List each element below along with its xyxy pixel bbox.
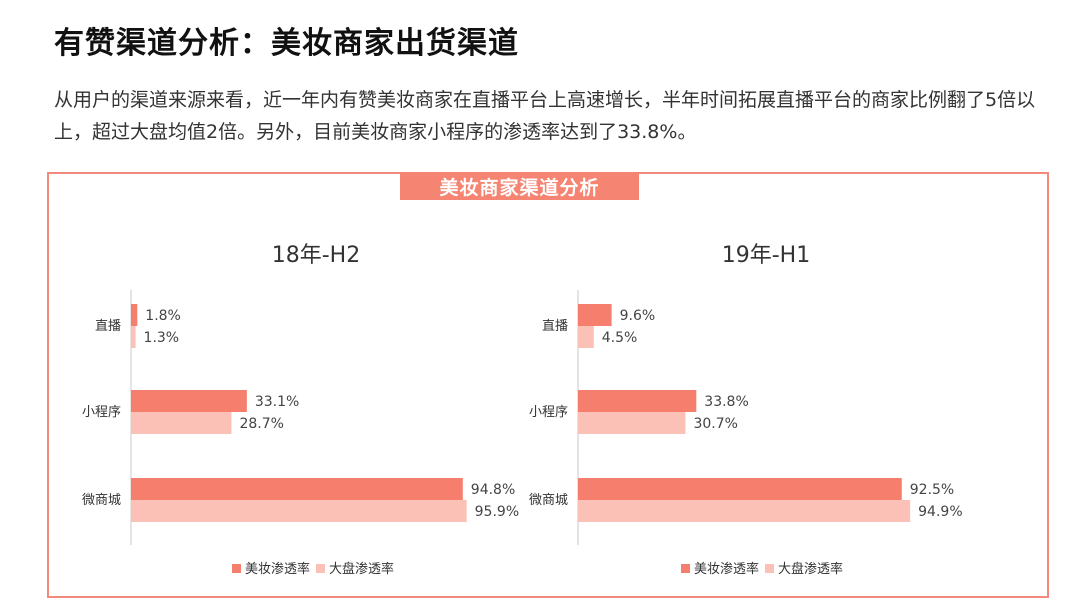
bar-secondary xyxy=(578,326,594,348)
legend-swatch xyxy=(765,564,774,573)
chart-title: 18年-H2 xyxy=(272,243,360,268)
bar-primary xyxy=(131,478,463,500)
data-label: 4.5% xyxy=(602,330,638,346)
category-label: 直播 xyxy=(542,319,568,334)
data-label: 92.5% xyxy=(910,482,954,498)
data-label: 33.1% xyxy=(255,394,299,410)
category-label: 微商城 xyxy=(529,493,568,508)
bar-primary xyxy=(131,390,247,412)
legend-swatch xyxy=(316,564,325,573)
data-label: 9.6% xyxy=(620,308,656,324)
legend-label: 大盘渗透率 xyxy=(778,561,843,577)
legend-label: 美妆渗透率 xyxy=(694,561,759,577)
category-label: 直播 xyxy=(95,319,121,334)
chart-title: 19年-H1 xyxy=(722,243,810,268)
bar-primary xyxy=(131,304,138,326)
category-label: 小程序 xyxy=(529,405,568,420)
legend-label: 大盘渗透率 xyxy=(329,561,394,577)
data-label: 94.8% xyxy=(471,482,515,498)
data-label: 28.7% xyxy=(239,416,283,432)
data-label: 33.8% xyxy=(704,394,748,410)
bar-secondary xyxy=(131,412,232,434)
category-label: 小程序 xyxy=(82,405,121,420)
data-label: 1.3% xyxy=(144,330,180,346)
page-description: 从用户的渠道来源来看，近一年内有赞美妆商家在直播平台上高速增长，半年时间拓展直播… xyxy=(54,89,1036,143)
data-label: 95.9% xyxy=(475,504,519,520)
legend-swatch xyxy=(232,564,241,573)
bar-secondary xyxy=(131,500,467,522)
data-label: 94.9% xyxy=(918,504,962,520)
bar-secondary xyxy=(578,500,911,522)
data-label: 1.8% xyxy=(145,308,181,324)
bar-secondary xyxy=(131,326,136,348)
bar-primary xyxy=(578,390,697,412)
legend-swatch xyxy=(681,564,690,573)
bar-primary xyxy=(578,304,612,326)
page-title: 有赞渠道分析：美妆商家出货渠道 xyxy=(54,26,519,61)
data-label: 30.7% xyxy=(693,416,737,432)
chart-banner: 美妆商家渠道分析 xyxy=(400,172,639,200)
legend-label: 美妆渗透率 xyxy=(245,561,310,577)
bar-primary xyxy=(578,478,902,500)
bar-secondary xyxy=(578,412,686,434)
category-label: 微商城 xyxy=(82,493,121,508)
